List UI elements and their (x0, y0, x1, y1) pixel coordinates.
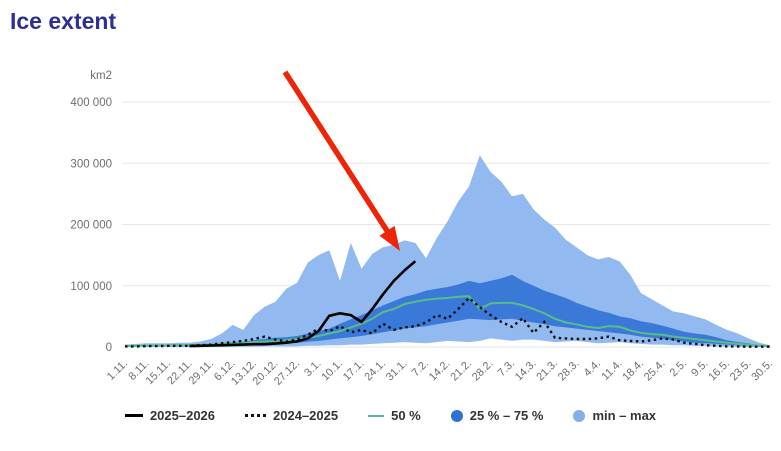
legend-marker-circle-dark-blue (450, 409, 463, 422)
median-50pct-line (124, 295, 771, 348)
svg-text:21.3.: 21.3. (534, 358, 560, 384)
svg-text:0: 0 (106, 342, 112, 354)
legend-item-min-max[interactable]: min – max (573, 408, 656, 423)
legend-marker-solid-line (124, 414, 143, 417)
legend-label: 2024–2025 (273, 408, 339, 423)
legend-marker-dotted-line (245, 414, 267, 417)
svg-text:14.3.: 14.3. (513, 358, 539, 384)
svg-text:28.2.: 28.2. (470, 358, 496, 384)
iqr-band (125, 274, 770, 347)
svg-text:11.4.: 11.4. (599, 358, 624, 383)
ice-extent-chart: 400 000 300 000 200 000 100 000 0 km2 1.11.8.1… (70, 70, 775, 388)
svg-text:23.5.: 23.5. (728, 358, 754, 384)
svg-text:24.1.: 24.1. (362, 358, 388, 384)
svg-text:10.1.: 10.1. (319, 358, 345, 384)
svg-text:18.4.: 18.4. (620, 358, 646, 384)
legend-item-50[interactable]: 50 % (368, 408, 421, 423)
annotation-arrow (282, 70, 400, 251)
page-title: Ice extent (10, 8, 117, 34)
y-axis-labels: 400 000 300 000 200 000 100 000 0 (70, 97, 112, 354)
svg-text:21.2.: 21.2. (448, 358, 474, 384)
legend-label: min – max (592, 408, 657, 423)
svg-text:200 000: 200 000 (70, 220, 112, 232)
season-2025-2026-line (189, 260, 417, 348)
svg-text:25.4.: 25.4. (642, 358, 668, 384)
svg-text:17.1.: 17.1. (341, 358, 367, 384)
legend-item-2024-2025[interactable]: 2024–2025 (245, 408, 338, 423)
svg-text:400 000: 400 000 (70, 97, 112, 109)
legend-label: 25 % – 75 % (469, 408, 544, 423)
legend-label: 2025–2026 (149, 408, 216, 423)
svg-text:2.5.: 2.5. (668, 358, 689, 379)
x-axis-labels: 1.11.8.11.15.11.22.11.29.11.6.12.13.12.2… (105, 358, 775, 388)
minmax-band (125, 155, 770, 347)
legend-label: 50 % (391, 408, 421, 423)
legend-item-25-75[interactable]: 25 % – 75 % (450, 408, 544, 423)
svg-text:28.3.: 28.3. (556, 358, 582, 384)
svg-text:1.11.: 1.11. (105, 358, 130, 383)
svg-text:300 000: 300 000 (70, 158, 112, 170)
svg-text:30.5.: 30.5. (749, 358, 775, 384)
svg-text:14.2.: 14.2. (427, 358, 453, 384)
svg-text:29.11.: 29.11. (187, 358, 217, 388)
svg-text:100 000: 100 000 (70, 281, 112, 293)
svg-text:16.5.: 16.5. (706, 358, 732, 384)
legend-marker-circle-light-blue (573, 409, 586, 422)
chart-legend: 2025–2026 2024–2025 50 % 25 % – 75 % min – m… (0, 408, 781, 423)
legend-marker-green-line (368, 414, 385, 417)
y-axis-unit: km2 (90, 70, 112, 82)
svg-text:31.1.: 31.1. (384, 358, 410, 384)
legend-item-2025-2026[interactable]: 2025–2026 (124, 408, 216, 423)
